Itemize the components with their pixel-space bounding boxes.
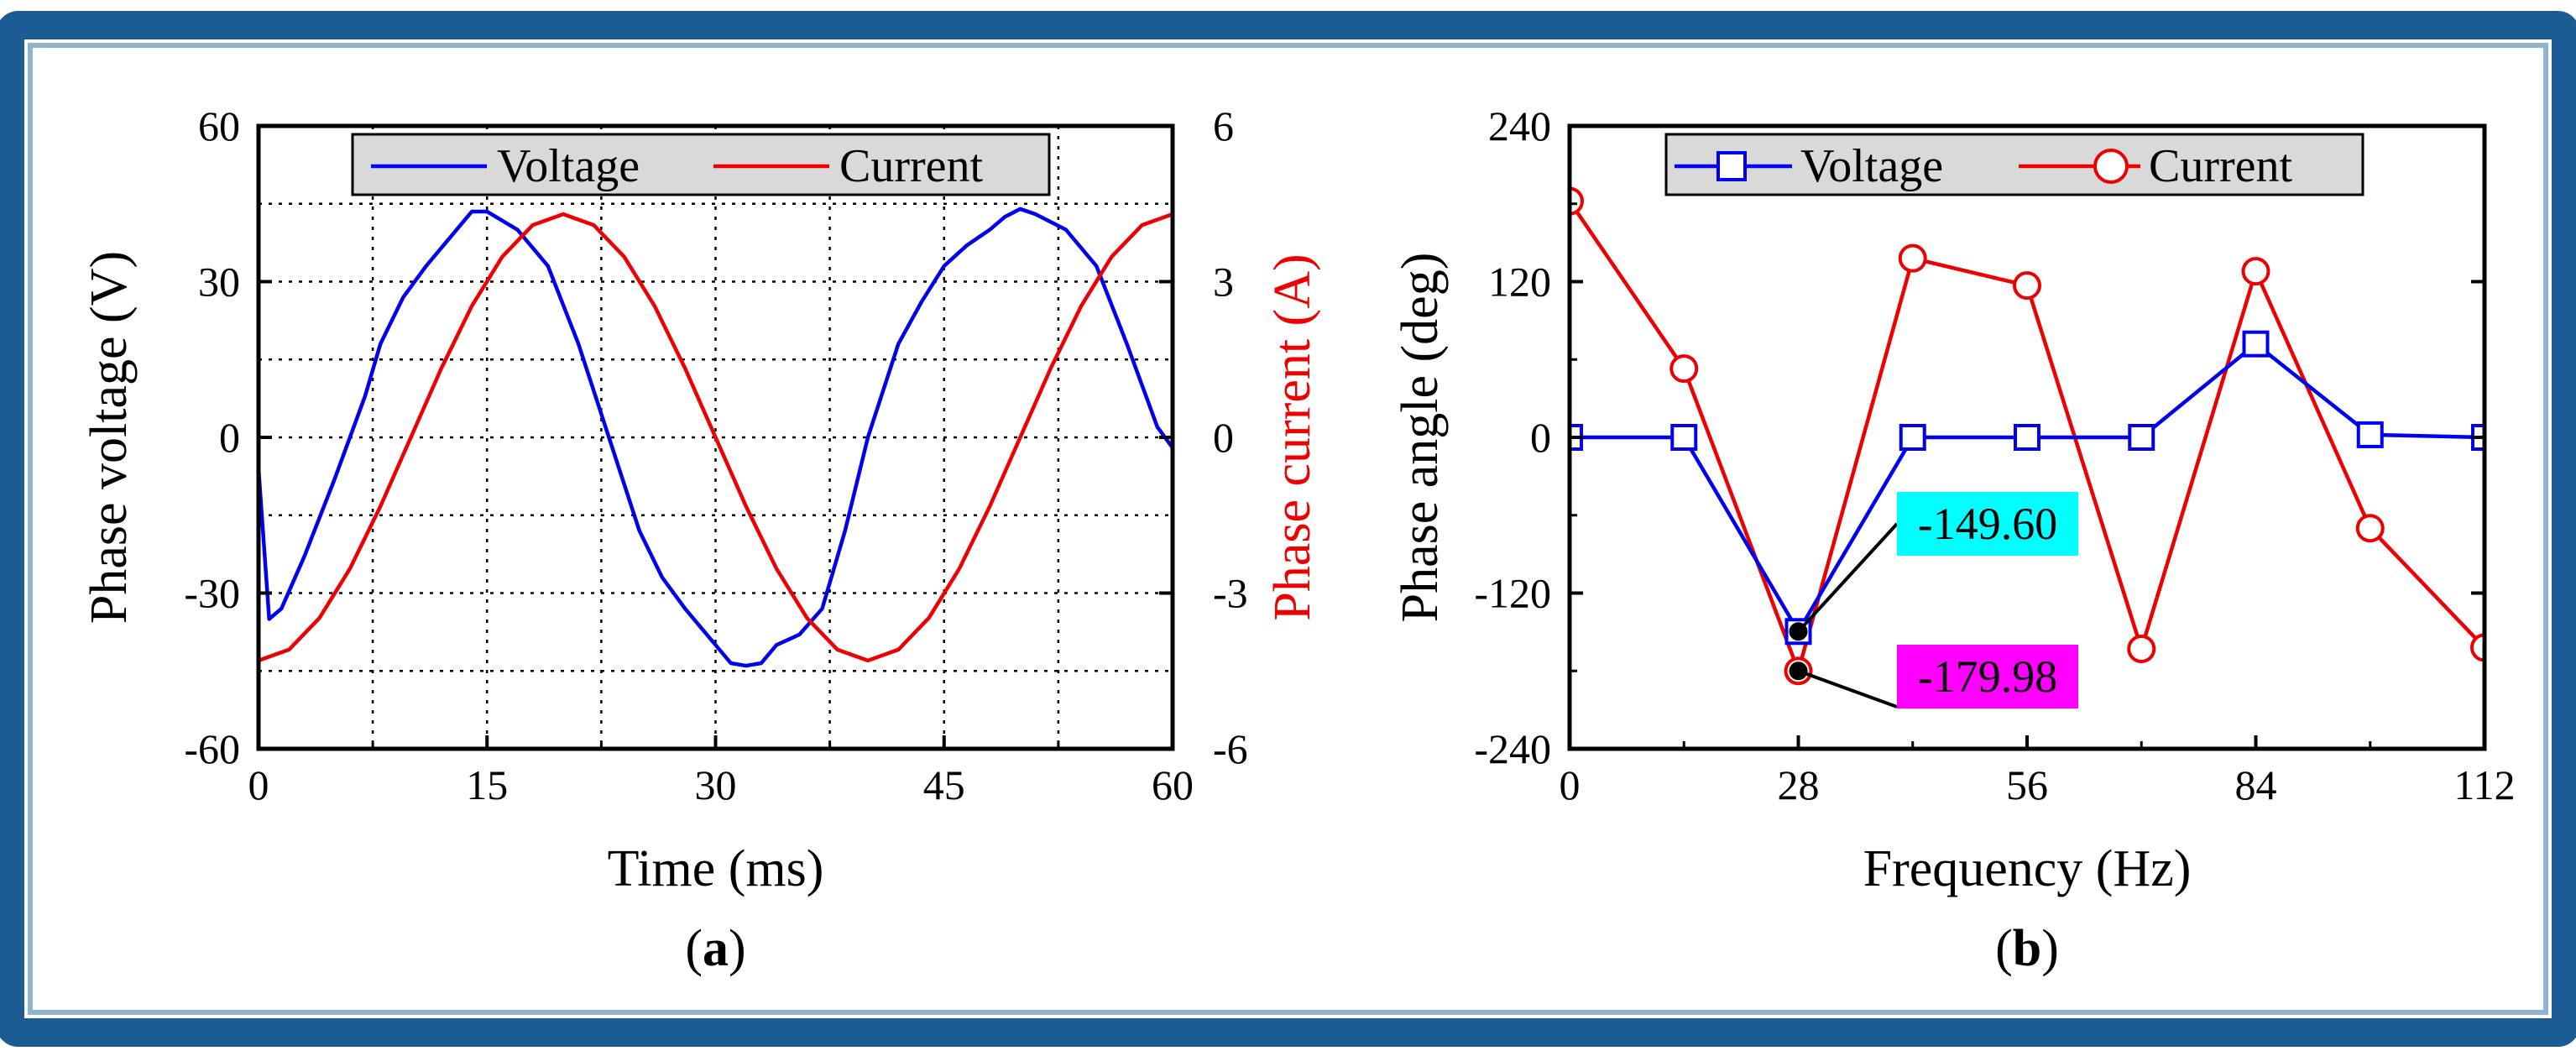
x-tick-label: 60	[1152, 761, 1194, 808]
frame-border	[0, 11, 2576, 1047]
point-marker-current	[1898, 243, 1927, 273]
point-marker-voltage	[2356, 421, 2384, 448]
point-marker-current	[1570, 186, 1584, 216]
x-axis-label: Time (ms)	[608, 840, 824, 897]
x-tick-label: 112	[2453, 761, 2515, 808]
y-axis-label: Phase voltage (V)	[81, 251, 138, 624]
legend-marker-voltage	[1716, 151, 1747, 181]
y-tick-label: 30	[198, 259, 240, 306]
y2-tick-label: -3	[1213, 570, 1248, 617]
y-tick-label: -60	[184, 725, 240, 772]
y2-axis-label: Phase current (A)	[1264, 254, 1321, 620]
x-tick-label: 56	[2006, 761, 2048, 808]
point-marker-voltage	[2128, 424, 2155, 451]
point-marker-current	[2241, 257, 2270, 286]
legend-label-voltage: Voltage	[1800, 140, 1943, 192]
point-marker-current	[1669, 354, 1699, 384]
panel-label-close: )	[729, 920, 746, 977]
x-tick-label: 84	[2235, 761, 2277, 808]
point-marker-current	[2470, 633, 2485, 662]
x-tick-label: 15	[466, 761, 508, 808]
panel-label: (b)	[1995, 920, 2059, 977]
frame-inner-line	[28, 43, 2548, 1015]
y-tick-label: 0	[219, 414, 240, 461]
annotation-dot	[1789, 661, 1808, 681]
frame-paper	[34, 49, 2542, 1009]
panel-label-letter: b	[2013, 920, 2041, 977]
y-axis-label: Phase angle (deg)	[1392, 253, 1449, 623]
annotation-box	[1897, 492, 2078, 556]
panel-label-close: )	[2041, 920, 2059, 977]
point-marker-voltage	[1670, 424, 1698, 451]
annotation-leader	[1797, 669, 1898, 709]
annotation-leader	[1797, 522, 1899, 633]
annotation-text: -149.60	[1918, 499, 2057, 549]
point-marker-voltage	[1899, 424, 1926, 451]
annotation-dot	[1789, 622, 1808, 641]
panel-label-open: (	[1995, 920, 2013, 977]
point-marker-voltage	[2014, 424, 2040, 451]
y-tick-label: -240	[1474, 725, 1551, 772]
y2-tick-label: 0	[1213, 414, 1234, 461]
x-axis-label: Frequency (Hz)	[1863, 840, 2192, 897]
panel-label-open: (	[685, 920, 703, 977]
annotation-box	[1897, 645, 2078, 709]
point-marker-current	[2127, 634, 2156, 663]
panel-label: (a)	[685, 920, 745, 977]
legend-label-current: Current	[839, 140, 984, 192]
series-line-current	[258, 212, 1173, 663]
series-line-voltage	[256, 207, 1174, 668]
y2-tick-label: 3	[1213, 259, 1234, 306]
y-tick-label: -30	[184, 570, 240, 617]
panel-label-letter: a	[703, 920, 729, 977]
y-tick-label: 60	[198, 102, 240, 149]
legend-label-current: Current	[2149, 140, 2293, 192]
y2-tick-label: -6	[1213, 725, 1248, 772]
legend-marker-current	[2093, 149, 2129, 184]
x-tick-label: 28	[1778, 761, 1820, 808]
x-tick-label: 30	[695, 761, 737, 808]
x-tick-label: 45	[923, 761, 965, 808]
point-marker-voltage	[2242, 330, 2270, 358]
x-tick-label: 0	[248, 761, 269, 808]
panel-b-chart: -149.60 -179.98 0 28 56 84 112 -240 -120 0 120 240 F…	[1392, 102, 2516, 977]
legend-label-voltage: Voltage	[497, 140, 640, 192]
y2-tick-label: 6	[1213, 102, 1234, 149]
y-tick-label: -120	[1474, 570, 1551, 617]
y-tick-label: 240	[1488, 102, 1551, 149]
y-tick-label: 120	[1488, 259, 1551, 306]
point-marker-current	[2013, 271, 2041, 301]
point-marker-current	[2355, 514, 2385, 543]
y-tick-label: 0	[1530, 414, 1551, 461]
annotation-text: -179.98	[1918, 651, 2057, 702]
x-tick-label: 0	[1560, 761, 1581, 808]
